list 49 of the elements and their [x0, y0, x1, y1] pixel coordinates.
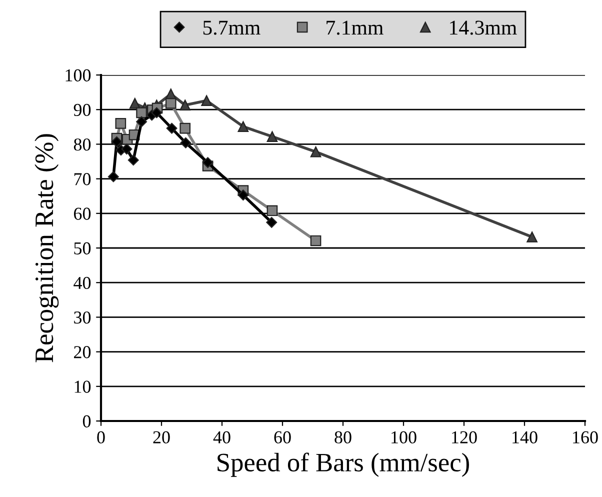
point: [310, 146, 322, 158]
y-tick-label: 60: [74, 208, 91, 220]
point: [151, 107, 162, 118]
point: [202, 157, 214, 168]
point: [108, 171, 119, 182]
y-tick-label: 10: [74, 380, 91, 393]
x-tick-label: 140: [512, 431, 538, 444]
y-axis-title: Recognition Rate (%): [34, 134, 59, 362]
point: [121, 144, 132, 155]
point: [129, 98, 140, 109]
point: [111, 136, 122, 148]
y-tick-label: 30: [74, 311, 91, 324]
y-tick-label: 70: [74, 173, 91, 186]
x-tick-label: 160: [573, 431, 598, 444]
x-axis-title: Speed of Bars (mm/sec): [218, 452, 469, 477]
point: [136, 116, 147, 128]
y-tick-label: 0: [82, 415, 91, 428]
legend-label: 7.1mm: [326, 20, 384, 35]
x-tick-label: 20: [153, 431, 170, 444]
y-tick-label: 50: [74, 242, 91, 254]
y-tick-label: 20: [74, 346, 91, 358]
point: [238, 190, 249, 201]
x-tick-label: 60: [274, 431, 291, 444]
point: [266, 216, 278, 228]
x-tick-label: 100: [392, 431, 416, 444]
x-tick-label: 0: [97, 431, 105, 444]
point: [115, 118, 126, 129]
y-tick-label: 90: [74, 104, 91, 116]
y-tick-label: 100: [66, 69, 91, 82]
point: [136, 107, 147, 118]
x-tick-label: 40: [213, 431, 230, 444]
point: [266, 205, 278, 216]
y-tick-label: 40: [74, 276, 91, 290]
legend-label: 5.7mm: [203, 20, 260, 35]
point: [165, 98, 176, 109]
point: [166, 122, 178, 134]
x-tick-label: 80: [334, 431, 352, 444]
point: [266, 131, 278, 142]
y-tick-label: 80: [74, 138, 91, 151]
point: [128, 154, 139, 166]
legend-label: 14.3mm: [450, 20, 517, 35]
point: [310, 235, 322, 246]
point: [180, 100, 191, 111]
point: [180, 137, 192, 148]
point: [180, 122, 191, 134]
point: [201, 95, 212, 106]
x-tick-label: 120: [452, 431, 477, 444]
point: [526, 232, 538, 242]
point: [238, 121, 249, 132]
